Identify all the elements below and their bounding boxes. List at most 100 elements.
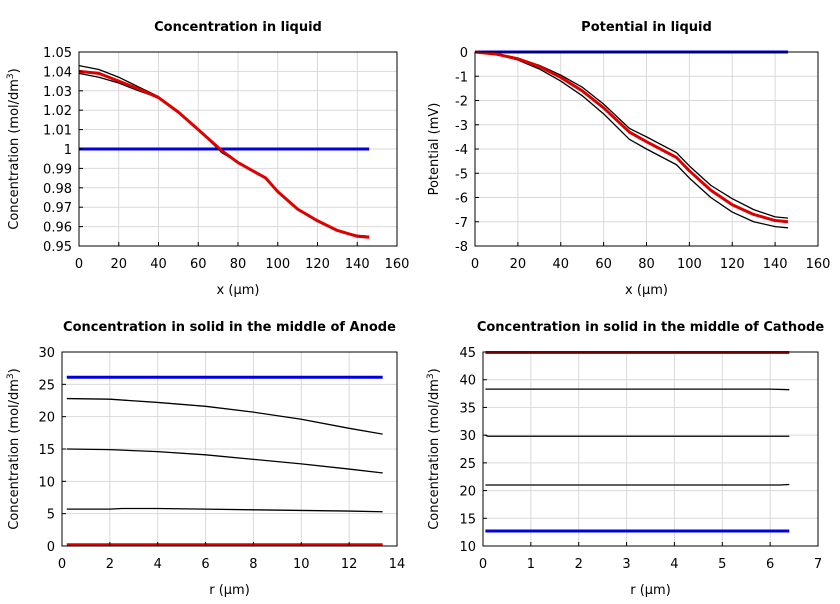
y-axis-label-text: Concentration (mol/dm — [7, 379, 22, 530]
y-axis-label: Concentration (mol/dm3) — [426, 368, 442, 530]
x-tick-label: 0 — [479, 557, 487, 572]
x-tick-label: 6 — [766, 557, 774, 572]
y-tick-label: 35 — [459, 401, 476, 416]
series-line-profile-3 — [66, 507, 383, 513]
chart-title: Potential in liquid — [581, 20, 712, 35]
y-tick-label: -5 — [455, 167, 468, 182]
x-tick-label: 120 — [720, 257, 745, 272]
x-tick-label: 160 — [806, 257, 831, 272]
y-tick-label: 25 — [459, 457, 476, 472]
series-line-profile-upper — [474, 51, 789, 219]
x-tick-label: 0 — [58, 557, 66, 572]
chart-title: Concentration in solid in the middle of … — [477, 320, 825, 335]
x-tick-label: 3 — [622, 557, 630, 572]
y-tick-label: 1.03 — [43, 85, 72, 100]
y-tick-label: 0 — [47, 540, 55, 555]
y-axis-label-superscript: 3 — [6, 73, 16, 79]
y-tick-label: 0 — [460, 46, 468, 61]
y-tick-label: 1.02 — [43, 104, 72, 119]
x-tick-label: 80 — [230, 257, 247, 272]
x-tick-label: 140 — [763, 257, 788, 272]
series-line-profile-2 — [78, 72, 370, 238]
x-tick-label: 7 — [814, 557, 822, 572]
y-tick-label: 0.96 — [43, 221, 72, 236]
y-axis-label-text: Concentration (mol/dm — [427, 379, 442, 530]
y-tick-label: 15 — [459, 512, 476, 527]
x-tick-label: 8 — [249, 557, 257, 572]
x-tick-label: 0 — [471, 257, 479, 272]
y-axis-label-superscript: 3 — [6, 373, 16, 379]
chart-title: Concentration in liquid — [154, 20, 322, 35]
x-tick-label: 0 — [75, 257, 83, 272]
y-axis-label: Concentration (mol/dm3) — [6, 368, 22, 530]
y-tick-label: 0.97 — [43, 201, 72, 216]
y-tick-label: 1.01 — [43, 124, 72, 139]
x-tick-label: 2 — [575, 557, 583, 572]
y-tick-label: 1.05 — [43, 46, 72, 61]
series-line-profile-3 — [485, 483, 790, 486]
y-tick-label: 1 — [64, 143, 72, 158]
series-line-profile-1 — [66, 397, 383, 435]
x-tick-label: 5 — [718, 557, 726, 572]
y-axis-label-tail: ) — [427, 368, 442, 373]
y-tick-label: -8 — [455, 240, 468, 255]
y-tick-label: 0.95 — [43, 240, 72, 255]
y-tick-label: 20 — [38, 411, 55, 426]
x-tick-label: 4 — [154, 557, 162, 572]
y-tick-label: -6 — [455, 192, 468, 207]
y-tick-label: -1 — [455, 70, 468, 85]
x-tick-label: 120 — [305, 257, 330, 272]
series-line-profile-1 — [485, 388, 790, 391]
x-tick-label: 12 — [341, 557, 358, 572]
y-axis-label-tail: ) — [7, 368, 22, 373]
y-tick-label: 0.99 — [43, 162, 72, 177]
panel-concentration-liquid: 0 20 40 60 80 100 120 140 160 0.95 0.96 0.97 0.98 0.9… — [6, 20, 409, 298]
x-tick-label: 80 — [638, 257, 655, 272]
x-tick-label: 4 — [670, 557, 678, 572]
y-axis-label-text: Potential (mV) — [427, 103, 442, 196]
chart-title: Concentration in solid in the middle of … — [63, 320, 396, 335]
x-tick-label: 6 — [201, 557, 209, 572]
plot-frame — [482, 351, 819, 547]
y-tick-label: 10 — [459, 540, 476, 555]
series-line-final — [78, 69, 370, 239]
x-tick-label: 60 — [595, 257, 612, 272]
x-tick-label: 1 — [527, 557, 535, 572]
x-tick-label: 20 — [110, 257, 127, 272]
series-line-profile-lower — [474, 51, 789, 229]
x-tick-label: 10 — [293, 557, 310, 572]
y-axis-label-tail: ) — [7, 68, 22, 73]
y-tick-label: 10 — [38, 475, 55, 490]
x-tick-label: 100 — [677, 257, 702, 272]
y-tick-label: 20 — [459, 485, 476, 500]
y-tick-label: -4 — [455, 143, 468, 158]
panel-concentration-solid-anode: 0 2 4 6 8 10 12 14 0 5 10 15 20 25 30 Concentration in … — [6, 320, 405, 598]
series-line-profile-2 — [66, 448, 383, 474]
y-tick-label: 25 — [38, 378, 55, 393]
y-tick-label: 45 — [459, 346, 476, 361]
x-axis-label: r (µm) — [209, 583, 250, 598]
panel-potential-liquid: 0 20 40 60 80 100 120 140 160 -8 -7 -6 -5 -4 -3 -2 -1 0 Po… — [427, 20, 830, 298]
y-tick-label: 15 — [38, 443, 55, 458]
y-tick-label: 30 — [38, 346, 55, 361]
y-tick-label: 1.04 — [43, 65, 72, 80]
y-tick-label: 0.98 — [43, 182, 72, 197]
x-tick-label: 60 — [190, 257, 207, 272]
y-axis-label: Potential (mV) — [427, 103, 442, 196]
x-tick-label: 140 — [345, 257, 370, 272]
y-tick-label: -2 — [455, 95, 468, 110]
x-tick-label: 2 — [106, 557, 114, 572]
x-tick-label: 40 — [150, 257, 167, 272]
x-tick-label: 40 — [552, 257, 569, 272]
series-line-final — [474, 50, 789, 224]
x-axis-label: x (µm) — [625, 283, 668, 298]
x-tick-label: 14 — [389, 557, 406, 572]
y-tick-label: 5 — [47, 508, 55, 523]
y-tick-label: -7 — [455, 216, 468, 231]
y-tick-label: -3 — [455, 119, 468, 134]
x-tick-label: 160 — [385, 257, 410, 272]
x-axis-label: x (µm) — [217, 283, 260, 298]
y-tick-label: 40 — [459, 374, 476, 389]
